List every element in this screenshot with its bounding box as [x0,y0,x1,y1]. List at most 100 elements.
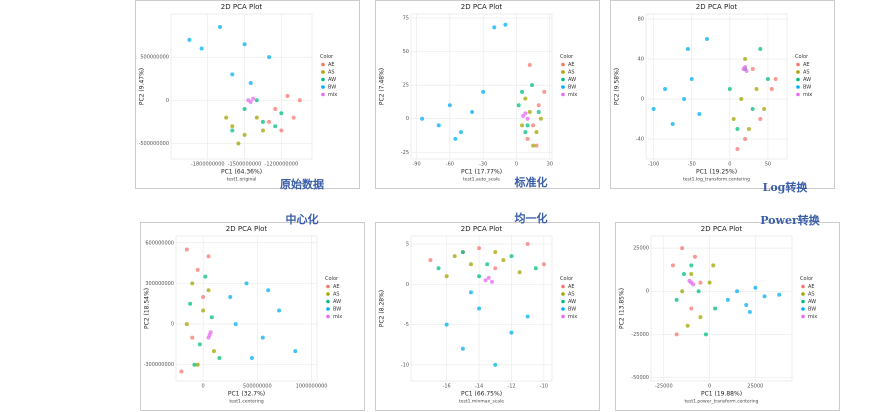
legend-label: mix [803,92,812,98]
data-point [267,55,272,60]
y-axis-label: PC2 (9.47%) [139,68,146,105]
data-point [206,335,211,340]
data-point [762,107,767,111]
data-point [493,362,498,367]
data-point [739,97,744,101]
data-point [458,130,463,135]
data-point [696,289,701,294]
y-tick-label: 80 [638,17,644,23]
data-point [230,124,235,129]
x-tick-label: -1500000000 [228,162,262,168]
data-point [266,288,271,293]
plot-area [170,13,313,160]
data-point [520,123,525,128]
legend-swatch [801,307,805,311]
data-point [291,115,296,120]
data-point [211,349,216,354]
data-point [428,258,433,263]
data-point [468,290,473,295]
y-tick-label: -10 [401,362,409,368]
data-point [218,24,223,29]
legend-swatch [561,92,565,97]
x-tick-label: 500000000 [243,384,272,390]
data-point [735,147,740,151]
data-point [236,141,241,146]
legend-swatch [321,70,325,74]
data-point [725,297,730,302]
y-tick-label: 25000 [633,246,649,252]
data-point [199,46,204,51]
data-point [503,22,508,27]
caption: test1.original [227,177,257,183]
data-point [744,69,749,73]
data-point [777,292,782,297]
legend-label: AE [803,62,810,68]
data-point [685,47,690,51]
data-point [184,247,189,252]
data-point [538,116,543,121]
legend-swatch [326,284,330,289]
data-point [523,130,528,135]
x-tick-label: 30 [547,162,553,168]
plot-area [650,235,793,382]
data-point [254,115,259,120]
chart-title: 2D PCA Plot [221,3,263,11]
y-tick-label: 300000000 [145,281,174,287]
data-point [285,93,290,98]
data-point [242,106,247,111]
caption: test1.auto_scale [463,177,500,183]
data-point [203,274,208,279]
x-tick-label: -14 [475,384,483,390]
data-point [697,112,702,116]
y-tick-label: 50 [403,49,409,55]
legend-swatch [326,314,330,319]
data-point [187,37,192,42]
legend-label: mix [808,314,817,320]
legend-label: AS [568,292,575,298]
legend-label: AW [568,299,576,305]
caption: test1.log_transform.centering [683,177,750,183]
legend-title: Color [560,276,574,282]
x-tick-label: 0 [515,162,518,168]
data-point [509,330,514,335]
data-point [744,303,749,308]
data-point [192,362,197,367]
legend-swatch [801,299,805,304]
data-point [682,97,687,101]
chart-title: 2D PCA Plot [701,225,743,233]
x-tick-label: -60 [446,162,454,168]
data-point [444,274,449,279]
data-point [758,117,763,121]
data-point [680,289,685,294]
x-tick-label: -25000 [655,384,673,390]
data-point [516,103,521,108]
data-point [769,87,774,91]
data-point [493,250,498,255]
data-point [521,114,526,119]
data-point [460,346,465,351]
legend-label: AS [328,70,335,76]
caption: test1.minmax_scale [459,399,504,405]
annotation: Power转换 [760,213,821,227]
legend-label: BW [568,85,576,91]
data-point [530,83,535,88]
legend-label: AS [568,70,575,76]
y-tick-label: -500000000 [139,141,169,147]
data-point [746,127,751,131]
data-point [477,274,482,279]
legend-swatch [796,62,800,67]
legend-label: AE [568,284,575,290]
y-axis-label: PC2 (8.28%) [379,290,386,327]
data-point [447,103,452,108]
data-point [523,96,528,101]
data-point [765,77,770,81]
data-point [520,89,525,94]
data-point [267,119,272,124]
legend-swatch [561,77,565,82]
x-tick-label: 50 [765,162,771,168]
data-point [244,281,249,286]
y-tick-label: 0 [646,289,649,295]
data-point [674,297,679,302]
data-point [468,262,473,267]
